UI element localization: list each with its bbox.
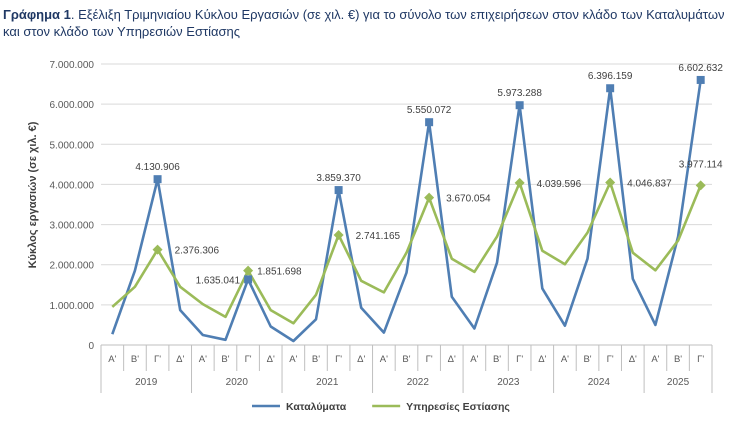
data-labels: 4.130.906 1.635.041 3.859.370 5.550.072 5.97… — [135, 63, 723, 286]
x-axis: Α' Β' Γ' Δ' Α' Β' Γ' Δ' Α' Β' Γ' Δ' Α' Β' Γ' Δ' Α' Β' Γ' Δ'… — [100, 344, 713, 393]
year-label: 2025 — [667, 377, 690, 388]
x-tick-label: Β' — [674, 354, 682, 365]
data-label: 5.973.288 — [497, 88, 542, 99]
x-tick-label: Β' — [493, 354, 501, 365]
year-label: 2024 — [588, 377, 611, 388]
x-tick-label: Δ' — [538, 354, 546, 365]
x-tick-label: Γ' — [154, 354, 161, 365]
y-tick-label: 0 — [88, 341, 94, 352]
x-tick-label: Α' — [108, 354, 116, 365]
y-tick-label: 7.000.000 — [50, 60, 95, 71]
data-label: 3.670.054 — [446, 194, 491, 205]
x-tick-label: Β' — [583, 354, 591, 365]
x-tick-label: Β' — [221, 354, 229, 365]
data-label: 6.396.159 — [588, 71, 633, 82]
marker-food-services — [424, 192, 435, 203]
marker-accommodation — [334, 186, 343, 195]
marker-accommodation — [153, 175, 162, 184]
legend: Καταλύματα Υπηρεσίες Εστίασης — [252, 401, 510, 413]
x-tick-label: Γ' — [516, 354, 523, 365]
data-label: 1.635.041 — [196, 275, 241, 286]
x-tick-label: Γ' — [335, 354, 342, 365]
data-label: 4.039.596 — [537, 179, 582, 190]
data-label: 4.046.837 — [627, 179, 672, 190]
x-tick-label: Α' — [470, 354, 478, 365]
year-label: 2019 — [135, 377, 158, 388]
series-markers — [152, 75, 706, 284]
x-tick-label: Δ' — [629, 354, 637, 365]
x-tick-label: Α' — [199, 354, 207, 365]
x-tick-label: Δ' — [176, 354, 184, 365]
year-label: 2023 — [497, 377, 520, 388]
y-tick-label: 3.000.000 — [50, 221, 95, 232]
marker-food-services — [514, 177, 525, 188]
marker-accommodation — [425, 118, 434, 127]
y-axis: 0 1.000.000 2.000.000 3.000.000 4.000.000 5.0… — [50, 60, 95, 352]
data-label: 6.602.632 — [678, 63, 723, 74]
data-label: 4.130.906 — [135, 162, 180, 173]
data-label: 3.977.114 — [679, 159, 723, 170]
series-line-food-services — [111, 181, 702, 325]
x-tick-label: Γ' — [697, 354, 704, 365]
data-label: 5.550.072 — [407, 105, 452, 116]
marker-accommodation — [244, 275, 253, 284]
marker-food-services — [605, 177, 616, 188]
x-tick-label: Γ' — [426, 354, 433, 365]
year-label: 2020 — [226, 377, 249, 388]
x-tick-label: Δ' — [357, 354, 365, 365]
series-lines — [111, 79, 702, 343]
data-label: 2.741.165 — [356, 231, 401, 242]
x-tick-label: Α' — [289, 354, 297, 365]
caption-label: Γράφημα 1 — [3, 7, 71, 22]
y-tick-label: 1.000.000 — [50, 301, 95, 312]
x-tick-label: Β' — [131, 354, 139, 365]
y-tick-label: 6.000.000 — [50, 100, 95, 111]
x-tick-label: Δ' — [448, 354, 456, 365]
x-tick-label: Γ' — [245, 354, 252, 365]
legend-label: Υπηρεσίες Εστίασης — [406, 401, 510, 413]
data-label: 2.376.306 — [175, 246, 220, 257]
marker-food-services — [695, 180, 706, 191]
marker-accommodation — [606, 84, 615, 93]
x-tick-label: Α' — [380, 354, 388, 365]
marker-food-services — [152, 244, 163, 255]
marker-food-services — [333, 229, 344, 240]
x-tick-label: Α' — [651, 354, 659, 365]
caption-text: . Εξέλιξη Τριμηνιαίου Κύκλου Εργασιών (σ… — [3, 7, 725, 39]
legend-label: Καταλύματα — [286, 401, 347, 413]
data-label: 3.859.370 — [316, 173, 361, 184]
series-line-accommodation — [111, 79, 702, 343]
x-tick-label: Β' — [402, 354, 410, 365]
y-tick-label: 2.000.000 — [50, 261, 95, 272]
y-tick-label: 5.000.000 — [50, 140, 95, 151]
y-axis-label: Κύκλος εργασιών (σε χιλ. €) — [27, 121, 39, 268]
marker-food-services — [243, 265, 254, 276]
marker-accommodation — [515, 101, 524, 110]
figure-caption: Γράφημα 1. Εξέλιξη Τριμηνιαίου Κύκλου Ερ… — [3, 6, 728, 40]
x-tick-label: Δ' — [267, 354, 275, 365]
data-label: 1.851.698 — [257, 267, 302, 278]
marker-accommodation — [696, 75, 705, 84]
year-label: 2021 — [316, 377, 339, 388]
x-tick-label: Γ' — [607, 354, 614, 365]
y-tick-label: 4.000.000 — [50, 180, 95, 191]
year-label: 2022 — [407, 377, 430, 388]
x-tick-label: Α' — [561, 354, 569, 365]
x-tick-label: Β' — [312, 354, 320, 365]
